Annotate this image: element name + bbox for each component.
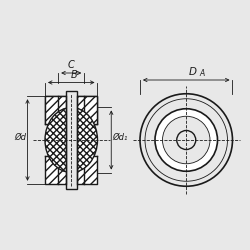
Bar [45,156,58,184]
Text: Ød: Ød [14,133,26,142]
Polygon shape [45,96,98,124]
Bar [66,91,77,189]
Text: B: B [70,70,77,80]
Bar [58,156,84,184]
Bar [58,156,84,184]
Bar [58,96,84,124]
Bar [84,96,98,124]
Bar [58,96,84,124]
Bar [45,96,58,124]
Bar [45,156,58,184]
Ellipse shape [45,108,98,172]
Bar [84,156,98,184]
Text: C: C [68,60,74,70]
Bar [45,96,58,124]
Bar [84,96,98,124]
Text: Ød₁: Ød₁ [112,133,128,142]
Text: D: D [188,67,196,77]
Bar [84,156,98,184]
Text: A: A [200,69,204,78]
